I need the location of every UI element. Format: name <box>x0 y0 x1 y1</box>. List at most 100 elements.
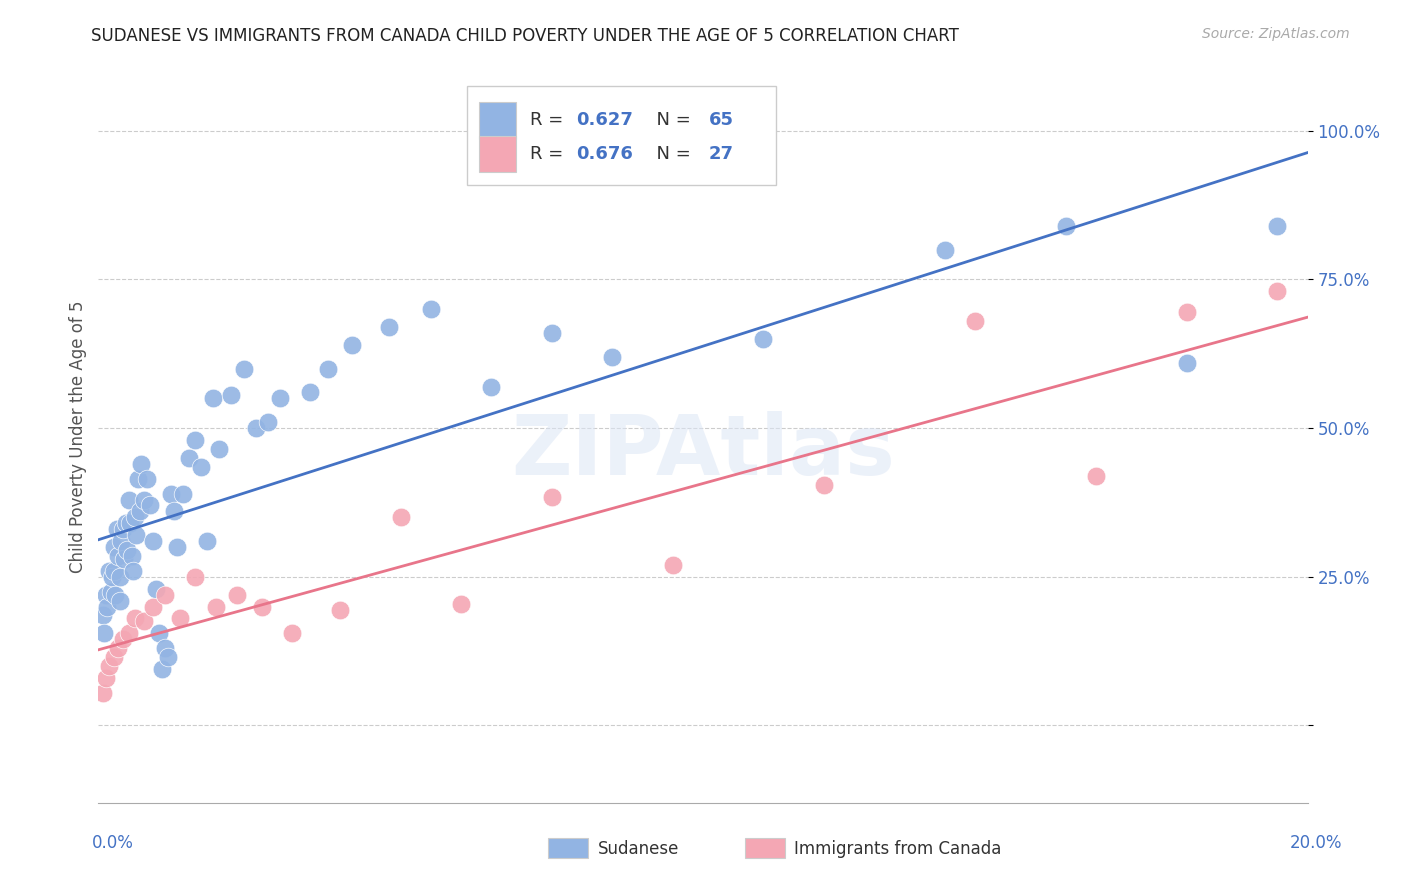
Point <box>98 564 121 578</box>
Point <box>129 457 152 471</box>
Text: 0.627: 0.627 <box>576 112 633 129</box>
Text: ZIPAtlas: ZIPAtlas <box>510 411 896 492</box>
Point <box>184 433 207 447</box>
Text: 0.0%: 0.0% <box>91 834 134 852</box>
Point <box>107 641 129 656</box>
Point <box>94 588 117 602</box>
Point <box>104 588 127 602</box>
Point <box>103 564 125 578</box>
Point <box>110 534 132 549</box>
Point <box>208 442 231 456</box>
Point <box>179 450 201 465</box>
Point <box>118 516 141 531</box>
Point <box>256 415 278 429</box>
Point <box>93 626 115 640</box>
Point <box>127 472 149 486</box>
Point <box>752 332 775 346</box>
Text: R =: R = <box>530 112 569 129</box>
Point <box>118 492 141 507</box>
Point <box>142 534 165 549</box>
Point <box>125 528 148 542</box>
Point <box>124 611 146 625</box>
Point <box>420 302 443 317</box>
Point <box>166 540 188 554</box>
Point <box>221 388 243 402</box>
Point <box>94 671 117 685</box>
Point <box>142 599 165 614</box>
Bar <box>479 102 516 138</box>
Point <box>156 650 179 665</box>
Point <box>150 662 173 676</box>
Point <box>250 599 273 614</box>
Point <box>299 385 322 400</box>
Point <box>108 593 131 607</box>
Point <box>389 510 412 524</box>
Point <box>122 564 145 578</box>
Point <box>813 477 835 491</box>
Point <box>118 626 141 640</box>
Point <box>202 392 225 406</box>
Point <box>111 632 134 647</box>
Point <box>450 597 472 611</box>
Point <box>1175 356 1198 370</box>
Point <box>91 608 114 623</box>
Point <box>105 522 128 536</box>
Point <box>153 641 176 656</box>
Point <box>269 392 291 406</box>
Point <box>145 582 167 596</box>
Y-axis label: Child Poverty Under the Age of 5: Child Poverty Under the Age of 5 <box>69 301 87 574</box>
Point <box>329 602 352 616</box>
Point <box>184 570 207 584</box>
Point <box>169 611 191 625</box>
Point <box>153 588 176 602</box>
Point <box>934 243 956 257</box>
Point <box>98 659 121 673</box>
Point <box>1054 219 1077 233</box>
Point <box>190 459 212 474</box>
Point <box>163 504 186 518</box>
Point <box>226 588 249 602</box>
Point <box>132 615 155 629</box>
Point <box>107 549 129 563</box>
Point <box>124 510 146 524</box>
Point <box>96 599 118 614</box>
Point <box>965 314 987 328</box>
Point <box>281 626 304 640</box>
Point <box>602 350 624 364</box>
Point <box>114 516 136 531</box>
Point <box>111 522 134 536</box>
Point <box>128 504 150 518</box>
Point <box>1085 468 1108 483</box>
Point <box>148 626 170 640</box>
Text: 65: 65 <box>709 112 734 129</box>
Text: 27: 27 <box>709 145 734 163</box>
Point <box>540 326 562 340</box>
Point <box>377 320 399 334</box>
Point <box>103 650 125 665</box>
Text: N =: N = <box>645 112 696 129</box>
Point <box>100 584 122 599</box>
Text: 0.676: 0.676 <box>576 145 633 163</box>
Point <box>316 361 339 376</box>
Text: Sudanese: Sudanese <box>598 840 679 858</box>
Point <box>172 486 194 500</box>
Text: 20.0%: 20.0% <box>1291 834 1343 852</box>
Bar <box>479 136 516 172</box>
Text: Source: ZipAtlas.com: Source: ZipAtlas.com <box>1202 27 1350 41</box>
Point <box>160 486 183 500</box>
Point <box>135 472 157 486</box>
Text: Immigrants from Canada: Immigrants from Canada <box>794 840 1001 858</box>
Point <box>1267 219 1289 233</box>
Point <box>139 499 162 513</box>
Point <box>91 686 114 700</box>
Point <box>245 421 267 435</box>
Point <box>540 490 562 504</box>
Point <box>232 361 254 376</box>
Point <box>661 558 683 572</box>
Point <box>205 599 228 614</box>
Point <box>1267 285 1289 299</box>
Point <box>100 570 122 584</box>
FancyBboxPatch shape <box>467 86 776 185</box>
Point <box>112 552 135 566</box>
Point <box>342 338 364 352</box>
